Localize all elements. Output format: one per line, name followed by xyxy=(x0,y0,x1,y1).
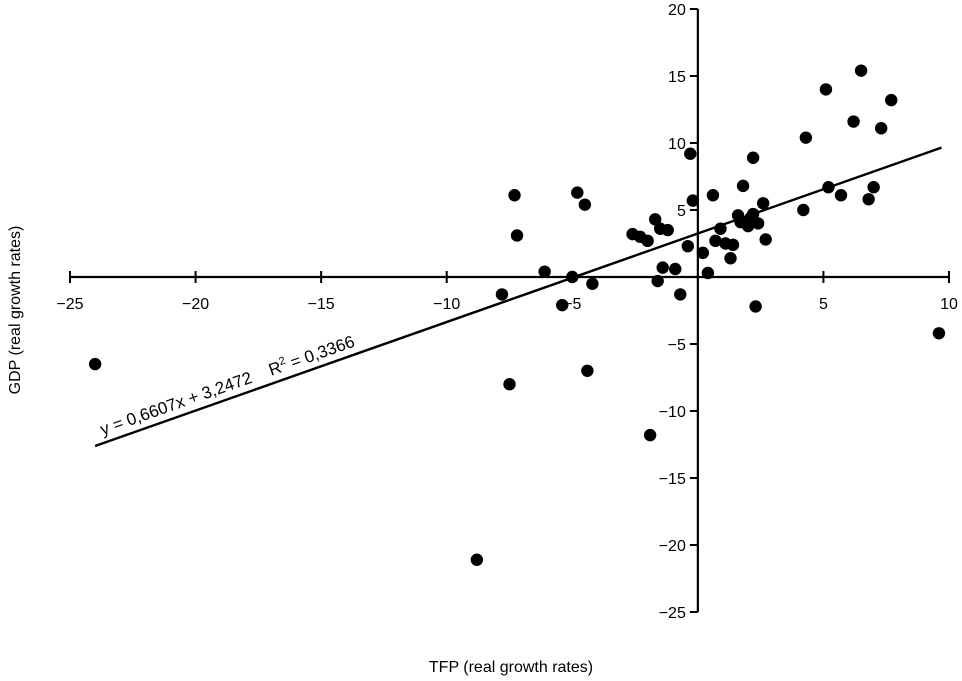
data-point xyxy=(681,239,695,253)
x-tick-label: −10 xyxy=(433,296,460,313)
y-tick-label: 5 xyxy=(677,203,686,220)
data-point xyxy=(578,198,592,211)
data-point xyxy=(503,378,516,391)
data-point xyxy=(709,234,722,248)
data-point xyxy=(932,327,946,340)
y-axis-title: GDP (real growth rates) xyxy=(7,226,24,395)
data-point xyxy=(656,261,669,274)
data-points xyxy=(88,64,946,566)
data-point xyxy=(581,364,594,377)
data-point xyxy=(847,115,860,128)
data-point xyxy=(799,131,813,144)
x-tick-label: 10 xyxy=(940,296,958,313)
data-point xyxy=(736,179,750,193)
data-point xyxy=(470,553,484,566)
data-point xyxy=(797,203,810,217)
y-tick-label: −15 xyxy=(659,471,686,488)
data-point xyxy=(885,93,898,107)
data-point xyxy=(746,151,760,164)
data-point xyxy=(651,274,664,288)
trendline-equation-label: y = 0,6607x + 3,2472 R2 = 0,3366 xyxy=(97,331,357,439)
y-tick-label: −10 xyxy=(659,404,686,421)
data-point xyxy=(648,213,662,226)
data-point xyxy=(510,229,524,242)
data-point xyxy=(862,193,875,206)
x-axis-title: TFP (real growth rates) xyxy=(429,659,593,676)
data-point xyxy=(566,270,579,284)
data-point xyxy=(724,252,737,265)
data-point xyxy=(746,207,760,221)
data-point xyxy=(556,298,569,312)
data-point xyxy=(756,197,770,210)
data-point xyxy=(854,64,868,77)
data-point xyxy=(88,357,102,371)
y-tick-label: 10 xyxy=(668,136,686,153)
data-point xyxy=(643,428,657,442)
data-point xyxy=(759,233,772,246)
data-point xyxy=(684,147,697,160)
x-tick-label: −15 xyxy=(308,296,335,313)
data-point xyxy=(714,222,727,235)
data-point xyxy=(674,288,687,301)
data-point xyxy=(495,288,509,301)
y-tick-label: 15 xyxy=(668,69,686,86)
data-point xyxy=(508,189,521,202)
data-point xyxy=(874,122,888,135)
data-point xyxy=(586,277,599,290)
data-point xyxy=(661,223,674,237)
data-point xyxy=(701,266,715,280)
data-point xyxy=(834,189,848,202)
y-tick-label: −25 xyxy=(659,605,686,622)
y-tick-label: −5 xyxy=(668,337,686,354)
data-point xyxy=(867,181,880,194)
x-tick-label: −5 xyxy=(563,296,581,313)
r2-superscript: 2 xyxy=(277,355,287,368)
axes: −25 −20 −15 −10 −5 5 10 20 15 10 5 −5 −10 −15 −20 −25 xyxy=(56,2,958,622)
x-tick-label: 5 xyxy=(819,296,828,313)
data-point xyxy=(751,217,765,230)
data-point xyxy=(641,234,654,248)
equation-text: y = 0,6607x + 3,2472 xyxy=(98,362,273,439)
r2-base-text: R xyxy=(266,358,284,380)
x-tick-label: −20 xyxy=(182,296,209,313)
y-tick-label: 20 xyxy=(668,2,686,19)
data-point xyxy=(571,186,584,199)
data-point xyxy=(819,83,833,96)
x-tick-label: −25 xyxy=(56,296,83,313)
data-point xyxy=(822,181,835,194)
data-point xyxy=(696,246,710,260)
data-point xyxy=(706,189,720,202)
data-point xyxy=(669,262,682,276)
y-tick-label: −20 xyxy=(659,538,686,555)
trendline xyxy=(94,146,942,448)
data-point xyxy=(726,238,740,252)
data-point xyxy=(749,300,762,313)
data-point xyxy=(538,265,551,278)
data-point xyxy=(686,194,700,207)
